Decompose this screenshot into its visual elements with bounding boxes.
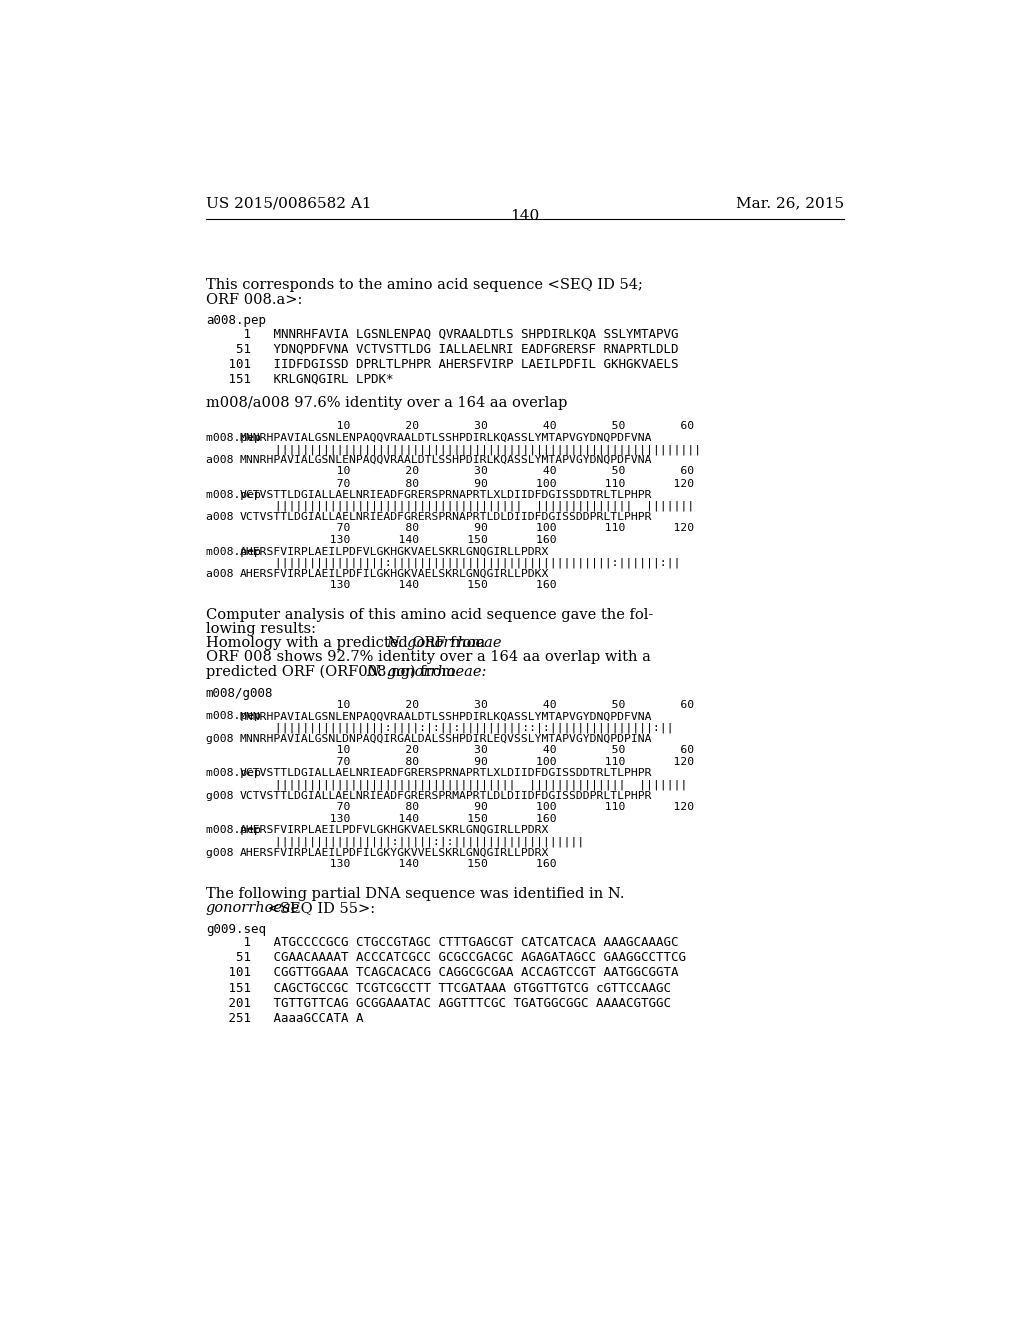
Text: 1   MNNRHFAVIA LGSNLENPAQ QVRAALDTLS SHPDIRLKQA SSLYMTAPVG: 1 MNNRHFAVIA LGSNLENPAQ QVRAALDTLS SHPDI… [206, 327, 678, 341]
Text: 130       140       150       160: 130 140 150 160 [206, 536, 556, 545]
Text: VCTVSTTLDGIALLAELNRIEADFGRERSPRNAPRTLDLDIIDFDGISSDDPRLTLPHPR: VCTVSTTLDGIALLAELNRIEADFGRERSPRNAPRTLDLD… [240, 512, 652, 523]
Text: ||||||||||||||||||||||||||||||||||||  ||||||||||||||  |||||||: |||||||||||||||||||||||||||||||||||| |||… [206, 500, 694, 511]
Text: N. gonorrhoeae:: N. gonorrhoeae: [366, 664, 486, 678]
Text: 130       140       150       160: 130 140 150 160 [206, 814, 556, 824]
Text: N. gonorrhoeae: N. gonorrhoeae [387, 636, 502, 651]
Text: m008.pep: m008.pep [206, 433, 267, 442]
Text: g008: g008 [206, 734, 267, 743]
Text: ORF 008.a>:: ORF 008.a>: [206, 293, 302, 306]
Text: AHERSFVIRPLAEILPDFILGKHGKVAELSKRLGNQGIRLLPDKX: AHERSFVIRPLAEILPDFILGKHGKVAELSKRLGNQGIRL… [240, 569, 549, 579]
Text: a008.pep: a008.pep [206, 314, 266, 327]
Text: VCTVSTTLDGIALLAELNRIEADFGRERSPRMAPRTLDLDIIDFDGISSDDPRLTLPHPR: VCTVSTTLDGIALLAELNRIEADFGRERSPRMAPRTLDLD… [240, 791, 652, 801]
Text: US 2015/0086582 A1: US 2015/0086582 A1 [206, 195, 372, 210]
Text: 201   TGTTGTTCAG GCGGAAATAC AGGTTTCGC TGATGGCGGC AAAACGTGGC: 201 TGTTGTTCAG GCGGAAATAC AGGTTTCGC TGAT… [206, 997, 671, 1010]
Text: AHERSFVIRPLAEILPDFVLGKHGKVAELSKRLGNQGIRLLPDRX: AHERSFVIRPLAEILPDFVLGKHGKVAELSKRLGNQGIRL… [240, 546, 549, 557]
Text: a008: a008 [206, 455, 267, 465]
Text: 51   CGAACAAAAT ACCCATCGCC GCGCCGACGC AGAGATAGCC GAAGGCCTTCG: 51 CGAACAAAAT ACCCATCGCC GCGCCGACGC AGAG… [206, 952, 686, 964]
Text: 140: 140 [510, 210, 540, 223]
Text: m008.pep: m008.pep [206, 825, 267, 836]
Text: VCTVSTTLDGIALLAELNRIEADFGRERSPRNAPRTLXLDIIDFDGISSDDTRLTLPHPR: VCTVSTTLDGIALLAELNRIEADFGRERSPRNAPRTLXLD… [240, 768, 652, 779]
Text: a008: a008 [206, 569, 267, 579]
Text: 10        20        30        40        50        60: 10 20 30 40 50 60 [206, 466, 694, 477]
Text: 1   ATGCCCCGCG CTGCCGTAGC CTTTGAGCGT CATCATCACA AAAGCAAAGC: 1 ATGCCCCGCG CTGCCGTAGC CTTTGAGCGT CATCA… [206, 936, 678, 949]
Text: 70        80        90       100       110       120: 70 80 90 100 110 120 [206, 479, 694, 488]
Text: AHERSFVIRPLAEILPDFVLGKHGKVAELSKRLGNQGIRLLPDRX: AHERSFVIRPLAEILPDFVLGKHGKVAELSKRLGNQGIRL… [240, 825, 549, 836]
Text: 70        80        90       100       110       120: 70 80 90 100 110 120 [206, 758, 694, 767]
Text: MNNRHPAVIALGSNLENPAQQVRAALDTLSSHPDIRLKQASSLYMTAPVGYDNQPDFVNA: MNNRHPAVIALGSNLENPAQQVRAALDTLSSHPDIRLKQA… [240, 455, 652, 465]
Text: g008: g008 [206, 791, 267, 801]
Text: g008: g008 [206, 847, 267, 858]
Text: predicted ORF (ORF008.ng) from: predicted ORF (ORF008.ng) from [206, 664, 460, 678]
Text: 10        20        30        40        50        60: 10 20 30 40 50 60 [206, 421, 694, 430]
Text: 70        80        90       100       110       120: 70 80 90 100 110 120 [206, 801, 694, 812]
Text: The following partial DNA sequence was identified in N.: The following partial DNA sequence was i… [206, 887, 625, 902]
Text: MNNRHPAVIALGSNLDNPAQQIRGALDALSSHPDIRLEQVSSLYMTAPVGYDNQPDPINA: MNNRHPAVIALGSNLDNPAQQIRGALDALSSHPDIRLEQV… [240, 734, 652, 743]
Text: 151   CAGCTGCCGC TCGTCGCCTT TTCGATAAA GTGGTTGTCG cGTTCCAAGC: 151 CAGCTGCCGC TCGTCGCCTT TTCGATAAA GTGG… [206, 982, 671, 995]
Text: Mar. 26, 2015: Mar. 26, 2015 [735, 195, 844, 210]
Text: <SEQ ID 55>:: <SEQ ID 55>: [262, 902, 375, 915]
Text: This corresponds to the amino acid sequence <SEQ ID 54;: This corresponds to the amino acid seque… [206, 279, 643, 292]
Text: 251   AaaaGCCATA A: 251 AaaaGCCATA A [206, 1012, 364, 1026]
Text: ||||||||||||||||||||||||||||||||||||||||||||||||||||||||||||||: ||||||||||||||||||||||||||||||||||||||||… [206, 444, 700, 454]
Text: MNNRHPAVIALGSNLENPAQQVRAALDTLSSHPDIRLKQASSLYMTAPVGYDNQPDFVNA: MNNRHPAVIALGSNLENPAQQVRAALDTLSSHPDIRLKQA… [240, 433, 652, 442]
Text: m008/g008: m008/g008 [206, 686, 273, 700]
Text: 10        20        30        40        50        60: 10 20 30 40 50 60 [206, 744, 694, 755]
Text: gonorrhoeae: gonorrhoeae [206, 902, 300, 915]
Text: m008/a008 97.6% identity over a 164 aa overlap: m008/a008 97.6% identity over a 164 aa o… [206, 396, 567, 411]
Text: m008.pep: m008.pep [206, 711, 267, 721]
Text: 10        20        30        40        50        60: 10 20 30 40 50 60 [206, 700, 694, 710]
Text: 130       140       150       160: 130 140 150 160 [206, 581, 556, 590]
Text: AHERSFVIRPLAEILPDFILGKYGKVVELSKRLGNQGIRLLPDRX: AHERSFVIRPLAEILPDFILGKYGKVVELSKRLGNQGIRL… [240, 847, 549, 858]
Text: m008.pep: m008.pep [206, 546, 267, 557]
Text: 130       140       150       160: 130 140 150 160 [206, 859, 556, 869]
Text: 151   KRLGNQGIRL LPDK*: 151 KRLGNQGIRL LPDK* [206, 372, 393, 385]
Text: |||||||||||||||||||||||||||||||||||  ||||||||||||||  |||||||: ||||||||||||||||||||||||||||||||||| ||||… [206, 779, 687, 789]
Text: ||||||||||||||||:||||||||||||||||||||||||||||||||:||||||:||: ||||||||||||||||:|||||||||||||||||||||||… [206, 558, 680, 569]
Text: VCTVSTTLDGIALLAELNRIEADFGRERSPRNAPRTLXLDIIDFDGISSDDTRLTLPHPR: VCTVSTTLDGIALLAELNRIEADFGRERSPRNAPRTLXLD… [240, 490, 652, 500]
Text: 101   CGGTTGGAAA TCAGCACACG CAGGCGCGAA ACCAGTCCGT AATGGCGGTA: 101 CGGTTGGAAA TCAGCACACG CAGGCGCGAA ACC… [206, 966, 678, 979]
Text: 101   IIDFDGISSD DPRLTLPHPR AHERSFVIRP LAEILPDFIL GKHGKVAELS: 101 IIDFDGISSD DPRLTLPHPR AHERSFVIRP LAE… [206, 358, 678, 371]
Text: 70        80        90       100       110       120: 70 80 90 100 110 120 [206, 523, 694, 533]
Text: m008.pep: m008.pep [206, 768, 267, 779]
Text: lowing results:: lowing results: [206, 622, 315, 636]
Text: g009.seq: g009.seq [206, 923, 266, 936]
Text: ORF 008 shows 92.7% identity over a 164 aa overlap with a: ORF 008 shows 92.7% identity over a 164 … [206, 651, 650, 664]
Text: MNNRHPAVIALGSNLENPAQQVRAALDTLSSHPDIRLKQASSLYMTAPVGYDNQPDFVNA: MNNRHPAVIALGSNLENPAQQVRAALDTLSSHPDIRLKQA… [240, 711, 652, 721]
Text: ||||||||||||||||:||||:|:||:|||||||||::|:|||||||||||||||:||: ||||||||||||||||:||||:|:||:|||||||||::|:… [206, 722, 673, 733]
Text: Computer analysis of this amino acid sequence gave the fol-: Computer analysis of this amino acid seq… [206, 607, 653, 622]
Text: m008.pep: m008.pep [206, 490, 267, 500]
Text: |||||||||||||||||:|||||:|:|||||||||||||||||||: |||||||||||||||||:|||||:|:||||||||||||||… [206, 837, 584, 847]
Text: a008: a008 [206, 512, 267, 523]
Text: Homology with a predicted ORF from: Homology with a predicted ORF from [206, 636, 489, 651]
Text: 51   YDNQPDFVNA VCTVSTTLDG IALLAELNRI EADFGRERSF RNAPRTLDLD: 51 YDNQPDFVNA VCTVSTTLDG IALLAELNRI EADF… [206, 342, 678, 355]
